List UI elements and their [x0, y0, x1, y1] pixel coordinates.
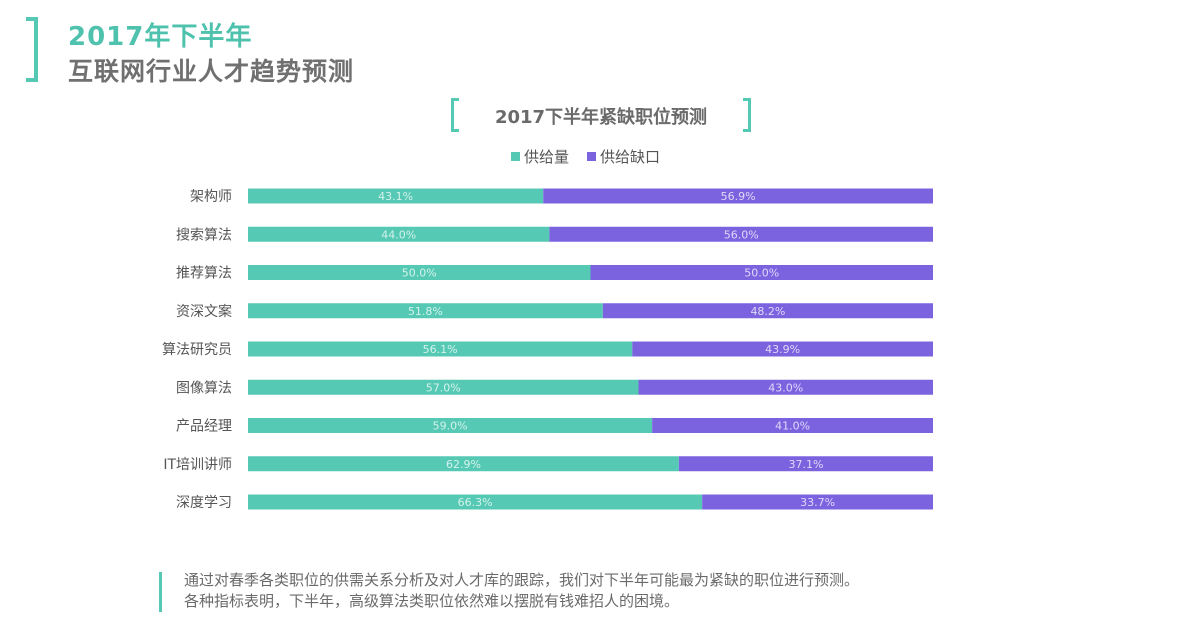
data-label-gap: 43.0%	[768, 381, 803, 394]
category-label: 算法研究员	[162, 342, 232, 358]
chart-title-bracket-right	[743, 98, 751, 132]
data-label-supply: 59.0%	[433, 420, 468, 433]
category-label: 架构师	[190, 189, 232, 205]
data-label-gap: 33.7%	[800, 496, 835, 509]
bar-gap	[543, 188, 933, 204]
bar-supply	[248, 188, 544, 204]
title-bracket	[26, 17, 38, 82]
chart-title-bracket-left	[451, 98, 459, 132]
bar-gap	[549, 226, 933, 242]
chart-title-box: 2017下半年紧缺职位预测	[451, 98, 751, 132]
note-text: 通过对春季各类职位的供需关系分析及对人才库的跟踪，我们对下半年可能最为紧缺的职位…	[184, 570, 859, 612]
bar-supply	[248, 456, 679, 472]
legend-swatch-supply	[511, 152, 520, 161]
data-label-supply: 51.8%	[408, 305, 443, 318]
note-line-1: 通过对春季各类职位的供需关系分析及对人才库的跟踪，我们对下半年可能最为紧缺的职位…	[184, 571, 860, 589]
data-label-gap: 48.2%	[750, 305, 785, 318]
legend-swatch-gap	[587, 152, 597, 161]
bar-supply	[248, 379, 639, 395]
data-label-gap: 43.9%	[765, 343, 800, 356]
bar-gap	[652, 418, 933, 433]
data-label-gap: 37.1%	[788, 458, 823, 471]
chart-title: 2017下半年紧缺职位预测	[494, 107, 708, 128]
category-label: 产品经理	[176, 419, 232, 435]
bar-gap	[638, 379, 933, 395]
data-label-supply: 56.1%	[423, 343, 458, 356]
data-label-supply: 66.3%	[458, 496, 493, 509]
legend-item-supply: 供给量	[511, 146, 569, 167]
bar-gap	[590, 265, 933, 280]
category-label: 推荐算法	[176, 266, 232, 282]
data-label-gap: 41.0%	[775, 420, 810, 433]
category-label: 深度学习	[176, 495, 232, 511]
data-label-supply: 44.0%	[381, 228, 416, 241]
bar-supply	[248, 418, 653, 433]
chart-legend: 供给量 供给缺口	[511, 146, 678, 167]
bar-supply	[248, 226, 550, 242]
category-label: 搜索算法	[176, 226, 232, 243]
data-label-supply: 43.1%	[378, 190, 413, 203]
category-label: IT培训讲师	[163, 457, 232, 473]
data-label-supply: 62.9%	[446, 458, 481, 471]
bar-gap	[702, 494, 933, 510]
page-title: 2017年下半年	[68, 22, 253, 52]
bar-supply	[248, 265, 591, 280]
stacked-bar-chart: 架构师 43.1% 56.9% 搜索算法 44.0% 56.0% 推荐算法 50.0% 50.0…	[162, 188, 933, 511]
bar-gap	[602, 303, 933, 319]
legend-label-supply: 供给量	[524, 148, 570, 166]
note-line-2: 各种指标表明，下半年，高级算法类职位依然难以摆脱有钱难招人的困境。	[184, 592, 680, 610]
data-label-gap: 56.0%	[724, 228, 759, 241]
data-label-supply: 50.0%	[402, 267, 437, 280]
category-label: 资深文案	[176, 303, 232, 320]
data-label-gap: 50.0%	[744, 267, 779, 280]
category-label: 图像算法	[176, 380, 232, 396]
bar-supply	[248, 341, 633, 357]
legend-label-gap: 供给缺口	[600, 148, 661, 166]
bar-gap	[678, 456, 933, 472]
data-label-gap: 56.9%	[721, 190, 756, 203]
page-subtitle: 互联网行业人才趋势预测	[68, 57, 355, 86]
bar-supply	[248, 494, 703, 510]
legend-item-gap: 供给缺口	[587, 146, 660, 167]
data-label-supply: 57.0%	[426, 381, 461, 394]
bar-gap	[632, 341, 933, 357]
bar-supply	[248, 303, 603, 319]
note-accent-bar	[159, 572, 162, 612]
